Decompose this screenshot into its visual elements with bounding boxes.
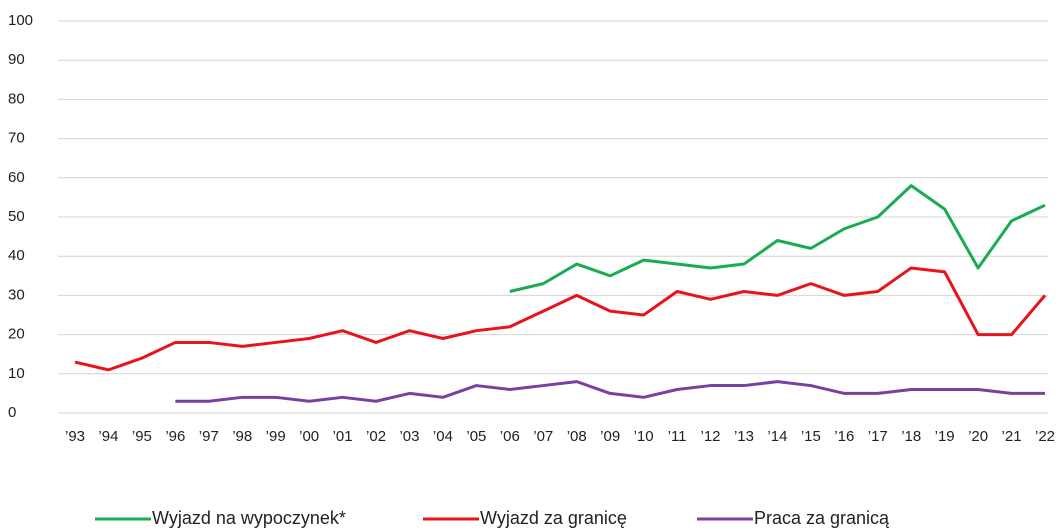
x-tick-label: ’13: [734, 428, 754, 445]
x-tick-label: ’93: [65, 428, 85, 445]
legend-label: Wyjazd na wypoczynek*: [152, 508, 346, 528]
y-tick-label: 80: [8, 90, 25, 107]
series-line: [175, 380, 1045, 403]
x-tick-label: ’00: [299, 428, 319, 445]
y-tick-label: 30: [8, 286, 25, 303]
x-tick-label: ’99: [266, 428, 286, 445]
y-tick-label: 50: [8, 208, 25, 225]
x-tick-label: ’04: [433, 428, 453, 445]
x-tick-label: ’14: [767, 428, 787, 445]
x-tick-label: ’08: [567, 428, 587, 445]
x-tick-label: ’16: [834, 428, 854, 445]
x-tick-label: ’15: [801, 428, 821, 445]
x-tick-label: ’17: [868, 428, 888, 445]
series-line: [74, 266, 1047, 372]
y-tick-label: 70: [8, 130, 25, 147]
x-tick-label: ’20: [968, 428, 988, 445]
y-tick-label: 20: [8, 326, 25, 343]
y-tick-label: 60: [8, 169, 25, 186]
x-tick-label: ’12: [701, 428, 721, 445]
x-tick-label: ’94: [98, 428, 118, 445]
x-tick-label: ’05: [466, 428, 486, 445]
x-tick-label: ’19: [935, 428, 955, 445]
x-tick-label: ’97: [199, 428, 219, 445]
x-tick-label: ’11: [668, 428, 687, 445]
legend-label: Praca za granicą: [754, 508, 890, 528]
x-tick-label: ’02: [366, 428, 386, 445]
y-tick-label: 0: [8, 404, 16, 421]
y-tick-label: 90: [8, 51, 25, 68]
x-tick-label: ’10: [634, 428, 654, 445]
x-tick-label: ’21: [1002, 428, 1022, 445]
x-tick-label: ’07: [533, 428, 553, 445]
x-tick-label: ’96: [165, 428, 185, 445]
x-tick-label: ’06: [500, 428, 520, 445]
y-tick-label: 100: [8, 12, 33, 29]
x-tick-label: ’98: [232, 428, 252, 445]
legend-label: Wyjazd za granicę: [480, 508, 627, 528]
x-tick-label: ’22: [1035, 428, 1055, 445]
y-tick-label: 40: [8, 247, 25, 264]
x-tick-label: ’03: [399, 428, 419, 445]
x-tick-label: ’95: [132, 428, 152, 445]
series-line: [509, 184, 1046, 293]
y-tick-label: 10: [8, 365, 25, 382]
x-tick-label: ’18: [901, 428, 921, 445]
x-tick-label: ’01: [333, 428, 353, 445]
x-tick-label: ’09: [600, 428, 620, 445]
